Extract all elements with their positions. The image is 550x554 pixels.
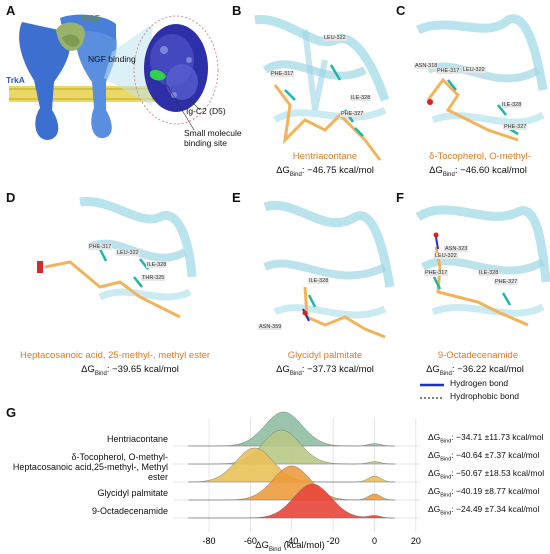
residue-tag: LEU-322 (116, 250, 140, 256)
x-tick-label: -40 (285, 536, 298, 546)
residue-tag: PHE-327 (503, 124, 528, 130)
panel-f-label: F (396, 190, 404, 205)
panel-a-label: A (6, 3, 16, 18)
panel-b-label: B (232, 3, 242, 18)
ligand-name-e: Glycidyl palmitate (287, 350, 363, 361)
ngf-label: NGF (82, 13, 100, 23)
residue-tag: PHE-317 (436, 68, 461, 74)
binding-energy-c: ΔGBind: −46.60 kcal/mol (429, 165, 527, 178)
ligand-name-d: Heptacosanoic acid, 25-methyl-, methyl e… (19, 350, 211, 361)
series-label: Glycidyl palmitate (97, 488, 168, 498)
residue-tag: ILE-328 (350, 95, 372, 101)
panel-d-structure (37, 196, 197, 319)
ligand-name-c: δ-Tocopherol, O-methyl- (429, 151, 531, 162)
ligand-name-b: Hentriacontane (292, 151, 358, 162)
residue-tag: LEU-322 (434, 253, 458, 259)
panel-f-structure (415, 205, 550, 327)
binding-energy-f: ΔGBind: −36.22 kcal/mol (426, 364, 524, 377)
series-value: ΔGBind: −50.67 ±18.53 kcal/mol (428, 468, 545, 481)
residue-tag: LEU-322 (462, 67, 486, 73)
series-label: 9-Octadecenamide (91, 506, 168, 516)
x-tick-label: -20 (327, 536, 340, 546)
trka-label: TrkA (6, 75, 25, 85)
x-tick-label: 20 (411, 536, 421, 546)
residue-tag: PHE-327 (494, 279, 519, 285)
ligand-name-f: 9-Octadecenamide (437, 350, 519, 361)
binding-energy-e: ΔGBind: −37.73 kcal/mol (276, 364, 374, 377)
panel-c-label: C (396, 3, 406, 18)
residue-tag: PHE-317 (424, 270, 449, 276)
panel-d-label: D (6, 190, 16, 205)
panel-e-label: E (232, 190, 241, 205)
residue-tag: THR-325 (141, 275, 166, 281)
ridge-area (188, 465, 396, 501)
residue-tag: PHE-317 (270, 71, 295, 77)
residue-tag: LEU-322 (323, 35, 347, 41)
residue-tag: PHE-327 (340, 111, 365, 117)
residue-tag: ILE-328 (308, 278, 330, 284)
x-axis-label: ΔGBind (kcal/mol) (255, 540, 325, 553)
ridgeline-chart: -80 -60 -40 -20 0 20 (173, 411, 421, 546)
residue-tag: ILE-328 (146, 262, 168, 268)
series-label: Heptacosanoic acid,25-methyl-, Methyl es… (12, 462, 168, 482)
ridge-area (188, 483, 396, 519)
series-label: Hentriacontane (106, 434, 168, 444)
ridge-area (188, 411, 396, 447)
x-tick-label: 0 (372, 536, 377, 546)
residue-tag: ILE-328 (478, 270, 500, 276)
x-tick-label: -60 (244, 536, 257, 546)
panel-b-structure (254, 15, 390, 161)
series-value: ΔGBind: −40.19 ±8.77 kcal/mol (428, 486, 540, 499)
ridge-area (188, 429, 396, 465)
legend-hydrophobic-label: Hydrophobic bond (450, 391, 519, 401)
residue-tag: ASN-323 (444, 246, 469, 252)
binding-site-label: Small molecule binding site (184, 128, 242, 148)
binding-energy-b: ΔGBind: −46.75 kcal/mol (276, 165, 374, 178)
panel-g-label: G (6, 405, 17, 420)
series-value: ΔGBind: −40.64 ±7.37 kcal/mol (428, 450, 540, 463)
series-value: ΔGBind: −24.49 ±7.34 kcal/mol (428, 504, 540, 517)
legend-hbond-label: Hydrogen bond (450, 378, 509, 388)
residue-tag: ASN-359 (258, 324, 283, 330)
residue-tag: PHE-317 (88, 244, 113, 250)
panel-e-structure (263, 200, 395, 339)
series-value: ΔGBind: −34.71 ±11.73 kcal/mol (428, 432, 544, 445)
legend-hbond-swatch (420, 383, 444, 387)
panel-a-illustration (9, 14, 219, 140)
binding-energy-d: ΔGBind: −39.65 kcal/mol (81, 364, 179, 377)
residue-tag: ILE-328 (501, 102, 523, 108)
residue-tag: ASN-318 (414, 63, 439, 69)
ngf-binding-label: NGF binding (88, 54, 136, 64)
legend-hydrophobic-swatch (420, 397, 444, 399)
ig-c2-label: Ig-C2 (D5) (186, 106, 226, 116)
series-label: δ-Tocopherol, O-methyl- (71, 452, 168, 462)
x-tick-label: -80 (203, 536, 216, 546)
